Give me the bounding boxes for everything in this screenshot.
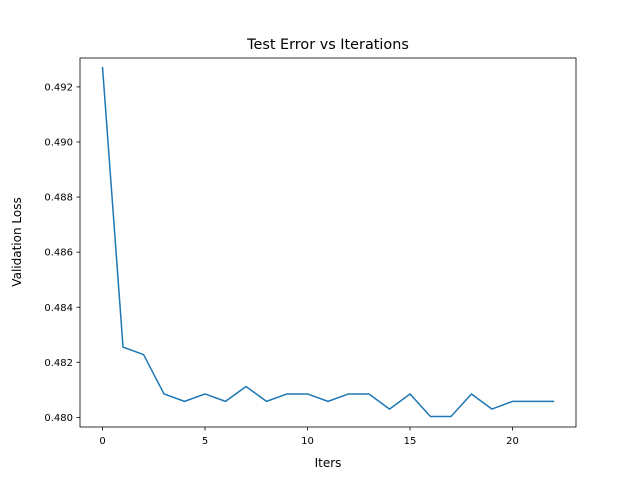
y-tick-label-4: 0.488 (44, 193, 73, 204)
series-line-0 (101, 66, 555, 418)
y-tick-label-6: 0.492 (44, 83, 73, 94)
x-tick-label-3: 15 (404, 436, 417, 447)
chart-title: Test Error vs Iterations (246, 37, 409, 53)
x-tick-label-0: 0 (99, 436, 105, 447)
axes-frame (79, 57, 577, 428)
x-tick-label-4: 20 (506, 436, 519, 447)
y-tick-label-1: 0.482 (44, 358, 73, 369)
plot-area: 0 5 10 15 20 0.480 0.482 0.484 0.486 0.488 0.490 0.… (44, 57, 577, 447)
y-axis-label: Validation Loss (10, 197, 24, 286)
y-tick-label-3: 0.486 (44, 248, 73, 259)
y-tick-label-2: 0.484 (44, 303, 73, 314)
x-tick-label-2: 10 (301, 436, 314, 447)
x-axis-label: Iters (315, 456, 342, 470)
y-tick-label-5: 0.490 (44, 138, 73, 149)
x-tick-label-1: 5 (202, 436, 208, 447)
y-tick-label-0: 0.480 (44, 413, 73, 424)
